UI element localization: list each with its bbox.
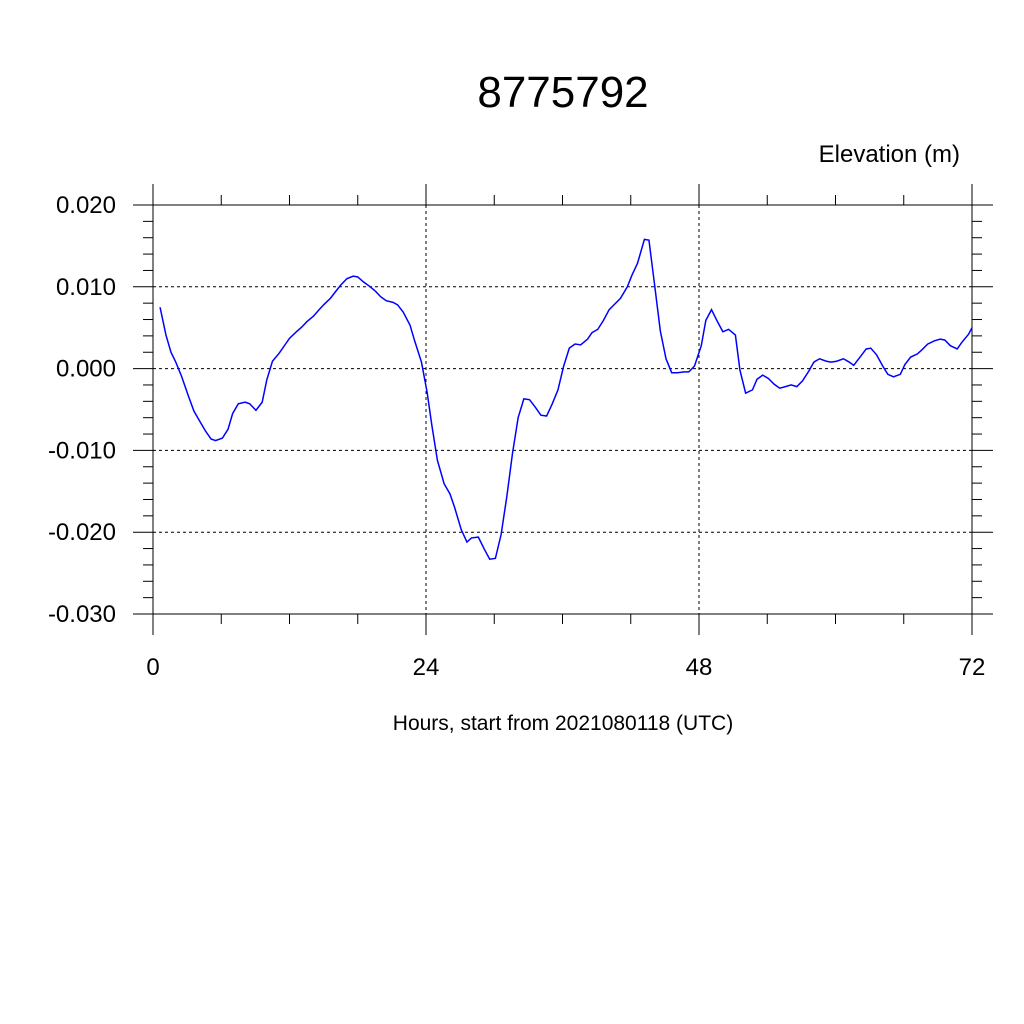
x-tick-label: 48 [686, 654, 713, 681]
chart-subtitle: Elevation (m) [819, 141, 960, 168]
data-line [159, 238, 973, 561]
x-axis-label: Hours, start from 2021080118 (UTC) [393, 712, 733, 735]
y-tick-label: 0.020 [56, 192, 116, 219]
chart-title: 8775792 [477, 68, 648, 117]
y-tick-label: -0.030 [48, 601, 116, 628]
y-tick-label: 0.010 [56, 274, 116, 301]
plot-frame [152, 204, 973, 615]
x-tick-label: 72 [959, 654, 986, 681]
x-tick-label: 24 [413, 654, 440, 681]
y-tick-label: -0.020 [48, 519, 116, 546]
y-tick-label: 0.000 [56, 356, 116, 383]
y-tick-label: -0.010 [48, 437, 116, 464]
x-tick-label: 0 [146, 654, 159, 681]
